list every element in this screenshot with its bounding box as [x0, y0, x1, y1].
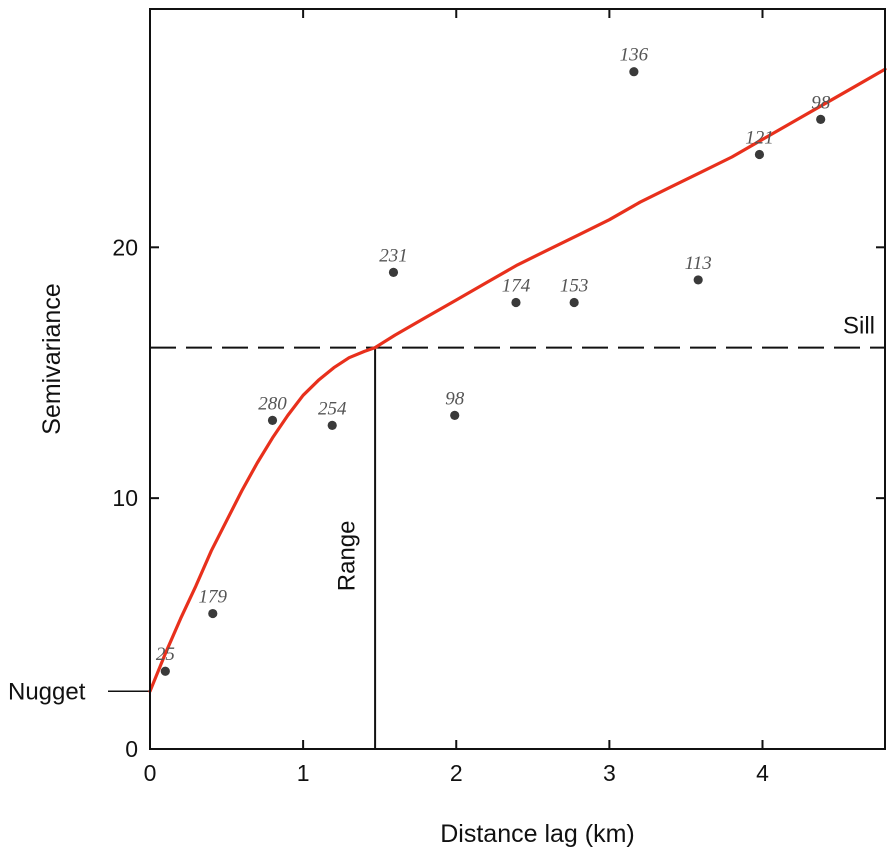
- data-point-label: 113: [685, 253, 712, 274]
- data-point-label: 98: [811, 92, 831, 113]
- fitted-model-curve: [148, 67, 887, 693]
- data-point: [816, 114, 826, 124]
- data-point: [267, 415, 278, 425]
- data-point: [160, 666, 170, 676]
- data-point-label: 280: [258, 393, 287, 414]
- data-point: [450, 410, 460, 420]
- data-point-label: 174: [502, 275, 531, 296]
- y-tick-label: 0: [125, 736, 138, 762]
- x-axis-title: Distance lag (km): [440, 820, 635, 848]
- data-point: [388, 267, 399, 277]
- nugget-label: Nugget: [8, 678, 86, 705]
- data-point-label: 136: [620, 45, 649, 66]
- data-point: [208, 608, 218, 619]
- data-point: [693, 275, 703, 285]
- data-point-label: 98: [445, 388, 465, 409]
- x-tick-label: 0: [144, 760, 157, 786]
- annotations: Sill Range Nugget: [8, 313, 885, 749]
- data-point: [511, 297, 521, 308]
- data-point: [327, 420, 337, 431]
- y-tick-label: 20: [112, 234, 138, 260]
- data-point: [754, 149, 765, 160]
- data-points: 25 179 280 254 231 98 174 153 136 113 121 98: [156, 45, 831, 676]
- y-axis-title: Semivariance: [38, 283, 66, 434]
- x-tick-label: 3: [603, 760, 616, 786]
- data-point-label: 153: [560, 275, 589, 296]
- sill-label: Sill: [843, 313, 875, 340]
- x-tick-label: 4: [756, 760, 769, 786]
- data-point-label: 254: [318, 398, 347, 419]
- data-point-label: 179: [199, 587, 228, 608]
- data-point: [569, 297, 579, 308]
- x-tick-label: 2: [450, 760, 463, 786]
- y-tick-label: 10: [112, 485, 138, 511]
- plot-frame: [149, 8, 886, 750]
- data-point-label: 121: [745, 127, 774, 148]
- data-point-label: 25: [156, 644, 175, 665]
- data-point: [629, 67, 639, 77]
- range-label: Range: [333, 520, 360, 591]
- x-tick-label: 1: [297, 760, 310, 786]
- axis-ticks: 0 1 2 3 4 0 10 20: [112, 9, 885, 786]
- data-point-label: 231: [379, 245, 408, 266]
